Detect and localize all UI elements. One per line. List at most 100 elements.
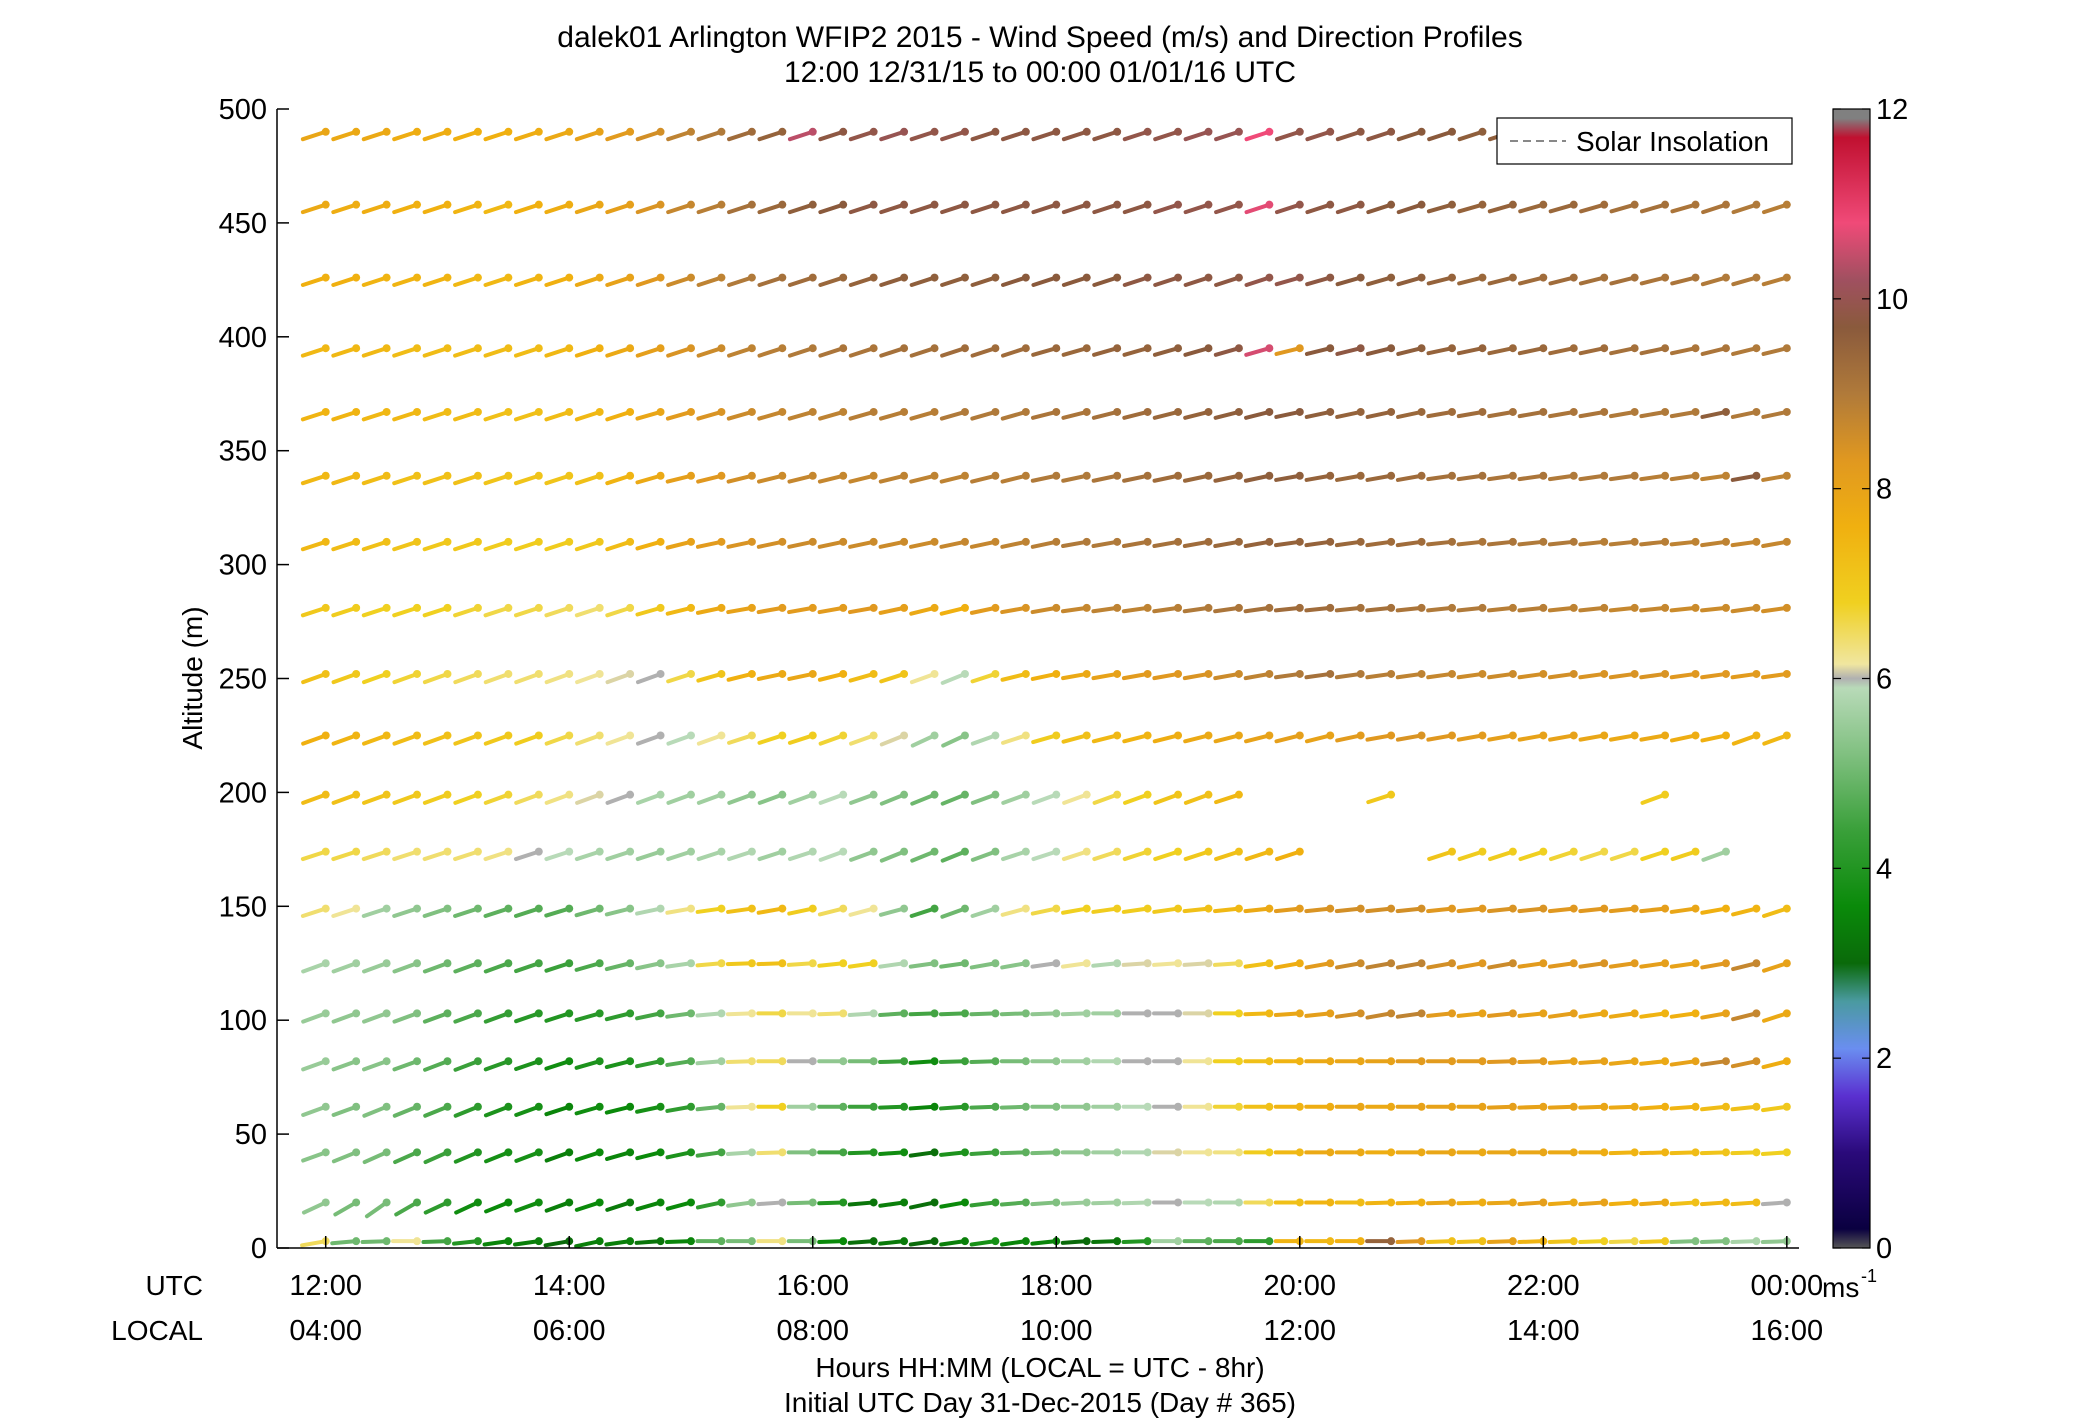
wind-barb-point [778,603,787,612]
wind-barb-point [747,273,756,282]
wind-barb-point [1204,344,1213,353]
wind-barb-point [534,344,543,353]
wind-barb-point [382,407,391,416]
wind-barb-point [1204,904,1213,913]
wind-barb-point [686,1237,695,1246]
wind-barb-point [1539,1057,1548,1066]
wind-barb-point [473,790,482,799]
wind-barb-shaft [422,129,450,142]
wind-barb-shaft [695,605,724,615]
wind-barb-point [1721,537,1730,546]
wind-barb-point [382,1198,391,1207]
wind-barb-shaft [1123,792,1150,805]
wind-barb-shaft [1731,346,1759,356]
wind-barb-point [1174,847,1183,856]
wind-barb-shaft [1548,202,1576,214]
wind-barb-point [1052,1009,1061,1018]
wind-barb-point [321,904,330,913]
wind-barb-point [626,1198,635,1207]
wind-barb-shaft [1426,1011,1454,1018]
wind-barb-point [1143,790,1152,799]
wind-barb-point [1174,1148,1183,1157]
wind-barb-point [626,1009,635,1018]
wind-barb-point [1356,127,1365,136]
wind-barb-point [1752,1198,1761,1207]
wind-barb-point [321,847,330,856]
wind-barb-point [382,790,391,799]
wind-barb-point [443,603,452,612]
wind-barb-point [1661,1237,1670,1246]
wind-barb-point [960,200,969,209]
y-tick-label: 0 [251,1233,267,1265]
wind-barb-point [808,847,817,856]
wind-barb-point [565,1057,574,1066]
wind-barb-point [1782,603,1791,612]
wind-barb-shaft [483,605,511,618]
wind-barb-point [1113,344,1122,353]
wind-barb-point [382,1009,391,1018]
wind-barb-point [504,1198,513,1207]
wind-barb-point [1052,1102,1061,1111]
wind-barb-point [1204,471,1213,480]
wind-barb-point [1661,731,1670,740]
wind-barb-point [565,904,574,913]
wind-barb-shaft [695,1200,724,1210]
wind-barb-point [1143,731,1152,740]
wind-barb-point [960,273,969,282]
wind-barb-point [960,344,969,353]
y-tick-label: 250 [219,664,267,696]
wind-barb-point [321,344,330,353]
wind-barb-point [1630,537,1639,546]
wind-barb-point [595,847,604,856]
wind-barb-shaft [787,539,815,549]
wind-barb-point [1721,407,1730,416]
wind-barb-point [1326,1198,1335,1207]
wind-barb-shaft [878,906,907,917]
wind-barb-shaft [1030,539,1059,549]
x-tick-label-utc: 20:00 [1263,1270,1336,1302]
wind-barb-shaft [1761,275,1789,287]
wind-barb-point [1265,471,1274,480]
wind-barb-point [1569,1148,1578,1157]
wind-barb-point [1569,344,1578,353]
wind-barb-point [443,1148,452,1157]
x-tick-label-utc: 18:00 [1020,1270,1093,1302]
wind-barb-point [321,200,330,209]
wind-barb-point [534,847,543,856]
wind-barb-point [413,1057,422,1066]
wind-barb-shaft [1122,733,1150,744]
wind-barb-point [1447,127,1456,136]
wind-barb-point [1478,537,1487,546]
wind-barb-point [1752,1237,1761,1246]
wind-barb-shaft [1304,733,1333,744]
wind-barb-point [1782,959,1791,968]
wind-barb-shaft [1182,473,1211,483]
wind-barb-point [1600,959,1609,968]
wind-barb-point [565,407,574,416]
wind-barb-point [930,273,939,282]
wind-barb-point [1691,904,1700,913]
wind-barb-point [808,669,817,678]
wind-barb-shaft [574,539,602,552]
wind-barb-shaft [756,539,785,549]
wind-barb-point [1082,959,1091,968]
wind-barb-shaft [695,961,724,968]
wind-barb-point [686,471,695,480]
wind-barb-point [1387,1237,1396,1246]
wind-barb-point [1356,1198,1365,1207]
wind-barb-point [1174,1237,1183,1246]
wind-barb-shaft [1456,346,1485,356]
wind-barb-point [747,537,756,546]
wind-barb-point [1630,847,1639,856]
wind-barb-point [1721,959,1730,968]
wind-barb-shaft [1213,409,1241,420]
wind-barb-shaft [757,849,785,862]
wind-barb-point [321,1198,330,1207]
wind-barb-shaft [1274,346,1302,356]
wind-barb-point [473,1237,482,1246]
wind-barb-point [900,603,909,612]
wind-barb-point [1356,344,1365,353]
wind-barb-point [352,669,361,678]
wind-barb-point [1021,603,1030,612]
wind-barb-point [626,904,635,913]
